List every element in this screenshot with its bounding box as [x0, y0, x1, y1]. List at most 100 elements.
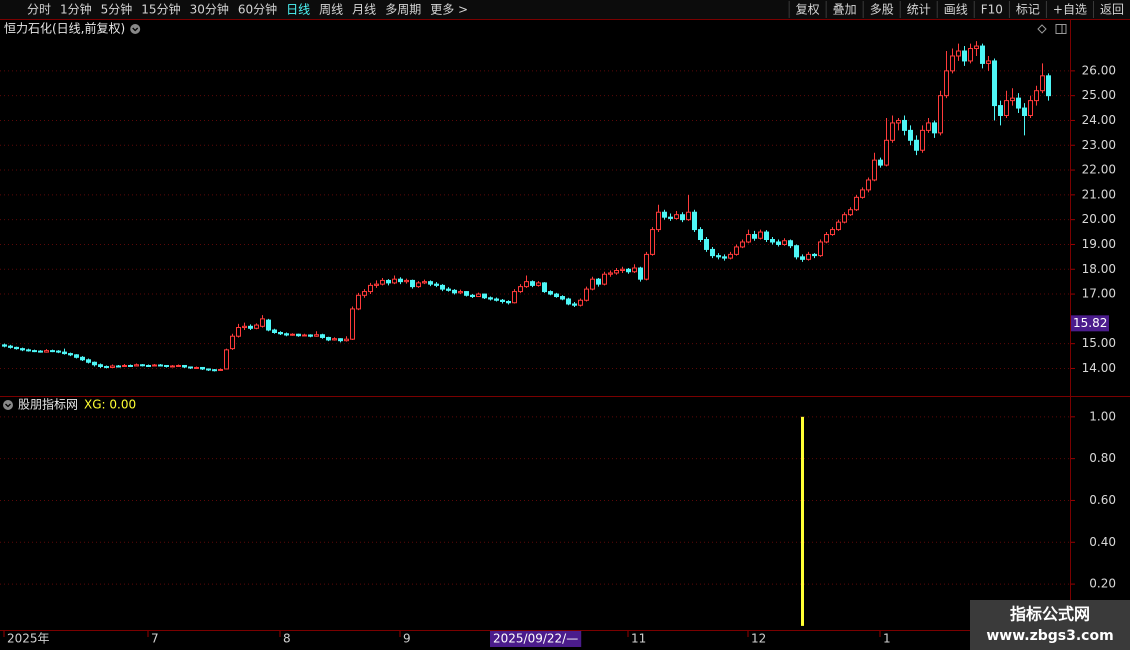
candle-body: [362, 291, 367, 296]
toolbar-button[interactable]: 返回: [1100, 3, 1124, 17]
candle-body: [602, 273, 607, 285]
candle-body: [758, 231, 763, 239]
candle-body: [530, 281, 535, 286]
candle-body: [842, 214, 847, 223]
toolbar-button[interactable]: F10: [981, 3, 1003, 17]
toolbar-button[interactable]: 统计: [907, 3, 931, 17]
candle-body: [140, 364, 145, 367]
toolbar-tab[interactable]: 日线: [286, 3, 310, 17]
icon[interactable]: [1037, 24, 1047, 34]
candle-body: [32, 350, 37, 353]
price-marker-label: 15.82: [1073, 316, 1107, 330]
candle-body: [812, 253, 817, 257]
candle-body: [1010, 97, 1015, 102]
toolbar-button[interactable]: 标记: [1016, 3, 1040, 17]
watermark-bg: [970, 600, 1130, 650]
candle-body: [944, 70, 949, 97]
toolbar-button[interactable]: 复权: [796, 3, 820, 17]
candle-body: [368, 284, 373, 293]
x-tick-label: 12: [751, 632, 766, 646]
candle-body: [176, 364, 181, 367]
candle-body: [350, 308, 355, 340]
y-tick-label: 25.00: [1082, 88, 1116, 102]
candle-body: [410, 279, 415, 288]
candle-body: [2, 344, 7, 347]
toolbar-tab[interactable]: 月线: [352, 3, 376, 17]
x-tick-label: 8: [283, 632, 291, 646]
toolbar-tab[interactable]: 周线: [319, 3, 343, 17]
candle-body: [752, 234, 757, 239]
candle-body: [830, 229, 835, 236]
candle-body: [404, 279, 409, 283]
candle-body: [158, 364, 163, 367]
candle-body: [14, 346, 19, 350]
toolbar-button[interactable]: 多股: [870, 3, 894, 17]
candle-body: [326, 336, 331, 341]
toolbar-tab[interactable]: 多周期: [385, 3, 421, 17]
candle-body: [980, 45, 985, 64]
candle-body: [764, 231, 769, 241]
candle-body: [224, 349, 229, 370]
candle-body: [986, 60, 991, 64]
toolbar-button[interactable]: 叠加: [833, 3, 857, 17]
candle-body: [962, 50, 967, 62]
candle-body: [680, 214, 685, 221]
toolbar-button[interactable]: 画线: [944, 3, 968, 17]
y-tick-label: 0.20: [1089, 577, 1116, 591]
toolbar-tab[interactable]: 1分钟: [60, 2, 92, 17]
candle-body: [1034, 90, 1039, 102]
candle-body: [74, 354, 79, 358]
candle-body: [134, 364, 139, 367]
candle-body: [674, 214, 679, 219]
y-tick-label: 19.00: [1082, 237, 1116, 251]
toolbar-tab[interactable]: 30分钟: [190, 2, 229, 17]
candle-body: [548, 291, 553, 295]
candle-body: [836, 221, 841, 231]
candle-body: [212, 369, 217, 372]
candle-body: [1040, 75, 1045, 92]
candle-body: [248, 325, 253, 329]
title-menu[interactable]: [130, 24, 141, 34]
candle-body: [956, 50, 961, 57]
candle-body: [692, 211, 697, 231]
candle-body: [506, 301, 511, 304]
candle-body: [572, 303, 577, 306]
candle-body: [110, 365, 115, 368]
toolbar-button[interactable]: +自选: [1053, 3, 1087, 17]
crosshair-date: 2025/09/22/—: [493, 632, 578, 646]
candle-body: [578, 299, 583, 306]
candle-body: [272, 329, 277, 334]
candle-body: [566, 298, 571, 305]
candle-body: [386, 279, 391, 284]
toolbar-tab[interactable]: 60分钟: [238, 2, 277, 17]
indicator-icon[interactable]: [3, 400, 13, 410]
toolbar-tab[interactable]: 更多 >: [430, 3, 468, 17]
candle-body: [200, 366, 205, 370]
candle-body: [314, 334, 319, 337]
legend-entry: XG: 0.00: [84, 398, 136, 412]
candle-body: [422, 281, 427, 284]
candle-body: [806, 253, 811, 260]
toolbar-tab[interactable]: 15分钟: [141, 2, 180, 17]
candle-body: [884, 139, 889, 166]
x-tick-label: 7: [151, 632, 159, 646]
candle-body: [890, 122, 895, 141]
candle-body: [896, 119, 901, 124]
icon[interactable]: [1055, 24, 1067, 34]
candle-body: [296, 333, 301, 337]
toolbar-tab[interactable]: 5分钟: [101, 2, 133, 17]
candle-body: [920, 129, 925, 151]
candle-body: [266, 319, 271, 331]
candle-body: [116, 365, 121, 368]
toolbar-tab[interactable]: 分时: [27, 3, 51, 17]
candle-body: [152, 364, 157, 367]
candle-body: [878, 159, 883, 166]
candle-body: [218, 368, 223, 371]
candle-body: [62, 351, 67, 355]
candle-body: [560, 296, 565, 300]
candle-body: [800, 256, 805, 260]
y-tick-label: 24.00: [1082, 113, 1116, 127]
